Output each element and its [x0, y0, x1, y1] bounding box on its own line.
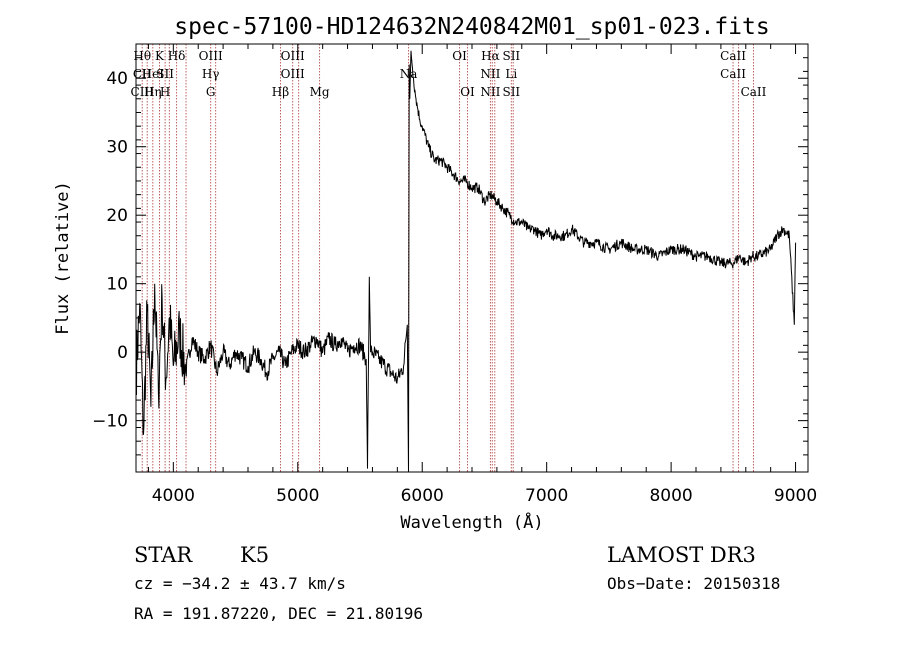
line-label: OI: [452, 49, 467, 63]
survey-name: LAMOST DR3: [607, 543, 756, 567]
line-label: CaII: [720, 67, 746, 81]
line-label: K: [155, 49, 165, 63]
observation-date: Obs−Date: 20150318: [607, 574, 780, 593]
y-tick-label: 10: [106, 275, 128, 295]
line-label: CaII: [741, 85, 767, 99]
line-label: NII: [480, 85, 500, 99]
x-tick-label: 7000: [525, 486, 568, 506]
line-label: OIII: [199, 49, 223, 63]
line-label: Hβ: [272, 85, 289, 99]
emission-line-markers: [141, 44, 754, 472]
y-tick-label: 0: [117, 343, 128, 363]
object-class: STAR: [134, 543, 193, 567]
line-label: H: [160, 85, 170, 99]
line-label: Na: [400, 67, 418, 81]
y-tick-label: 20: [106, 206, 128, 226]
line-label: CII: [133, 67, 152, 81]
x-tick-label: 5000: [276, 486, 319, 506]
line-label: SII: [502, 85, 520, 99]
line-label: OI: [460, 85, 475, 99]
line-label: OIII: [281, 67, 305, 81]
y-tick-label: 30: [106, 138, 128, 158]
flux-series-line: [135, 50, 797, 473]
coordinates: RA = 191.87220, DEC = 21.80196: [134, 604, 423, 623]
line-label: SII: [156, 67, 174, 81]
y-tick-label: 40: [106, 69, 128, 89]
line-label: G: [206, 85, 216, 99]
object-subclass: K5: [240, 543, 269, 567]
line-label: Mg: [310, 85, 330, 99]
chart-title: spec-57100-HD124632N240842M01_sp01-023.f…: [174, 14, 769, 40]
line-label: Li: [505, 67, 517, 81]
redshift-velocity: cz = −34.2 ± 43.7 km/s: [134, 574, 346, 593]
x-tick-label: 8000: [649, 486, 692, 506]
line-label: CaII: [720, 49, 746, 63]
axis-ticks: 4000 5000 6000 7000 8000 9000 −10 0 10 20 30 40: [92, 43, 817, 506]
line-label: NII: [480, 67, 500, 81]
line-label: Hθ: [133, 49, 151, 63]
line-label: HeI: [142, 67, 165, 81]
line-label: Hα: [481, 49, 500, 63]
line-label: Hγ: [202, 67, 220, 81]
line-label: SII: [502, 49, 520, 63]
x-tick-label: 9000: [774, 486, 817, 506]
line-label: OIII: [281, 49, 305, 63]
y-axis-label: Flux (relative): [53, 181, 73, 335]
x-tick-label: 4000: [152, 486, 195, 506]
line-label: Hη: [144, 85, 162, 99]
x-tick-label: 6000: [401, 486, 444, 506]
y-tick-label: −10: [92, 412, 128, 432]
line-label: Hδ: [168, 49, 186, 63]
x-axis-label: Wavelength (Å): [400, 511, 543, 533]
